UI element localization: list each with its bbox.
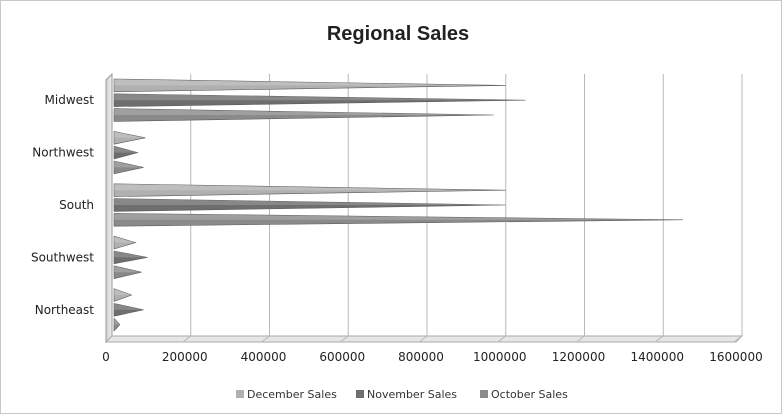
legend-label-october-sales: October Sales [491, 388, 568, 401]
gridline-foot-1000000 [497, 335, 507, 343]
bar-south-october-sales [113, 213, 683, 227]
gridline-foot-600000 [339, 335, 349, 343]
legend-item-december-sales: December Sales [236, 388, 337, 401]
tick-labels: 0 200000 400000 600000 800000 1000000 1200000 1… [102, 350, 763, 364]
category-labels: Midwest Northwest South Southwest Northeast [31, 93, 94, 317]
legend-item-october-sales: October Sales [480, 388, 568, 401]
bar-northwest-november-sales [113, 145, 139, 160]
legend-swatch-december-sales [236, 390, 244, 398]
legend-label-december-sales: December Sales [247, 388, 337, 401]
category-label-south: South [59, 198, 94, 212]
bars [113, 78, 683, 332]
legend-swatch-october-sales [480, 390, 488, 398]
legend-label-november-sales: November Sales [367, 388, 457, 401]
tick-label-1400000: 1400000 [631, 350, 684, 364]
gridline-foot-1400000 [654, 335, 664, 343]
bar-southwest-november-sales [113, 250, 148, 265]
bar-south-december-sales [113, 183, 506, 197]
left-wall [105, 72, 113, 344]
gridline-foot-400000 [261, 335, 270, 343]
bar-southwest-october-sales [113, 265, 142, 279]
bar-northeast-december-sales [113, 288, 133, 302]
legend: December Sales November Sales October Sale… [236, 388, 568, 401]
category-label-northwest: Northwest [32, 146, 94, 160]
bar-northeast-november-sales [113, 303, 144, 317]
bar-midwest-october-sales [113, 108, 494, 122]
floor [104, 335, 744, 343]
gridline-foot-1200000 [576, 335, 585, 343]
bar-northeast-october-sales [113, 317, 121, 332]
bar-south-november-sales [113, 198, 506, 212]
tick-label-600000: 600000 [319, 350, 365, 364]
gridline-foot-1600000 [733, 335, 743, 343]
gridline-foot-800000 [418, 335, 428, 343]
legend-item-november-sales: November Sales [356, 388, 457, 401]
chart-title: Regional Sales [327, 23, 469, 45]
tick-label-1600000: 1600000 [709, 350, 762, 364]
bar-northwest-december-sales [113, 131, 146, 145]
category-label-midwest: Midwest [45, 93, 95, 107]
category-label-southwest: Southwest [31, 250, 94, 264]
bar-southwest-december-sales [113, 235, 137, 250]
tick-label-1000000: 1000000 [473, 350, 526, 364]
tick-label-200000: 200000 [162, 350, 208, 364]
tick-label-400000: 400000 [241, 350, 287, 364]
tick-label-1200000: 1200000 [552, 350, 605, 364]
bar-midwest-november-sales [113, 93, 526, 107]
legend-swatch-november-sales [356, 390, 364, 398]
tick-label-0: 0 [102, 350, 110, 364]
bar-northwest-october-sales [113, 160, 144, 175]
category-label-northeast: Northeast [35, 303, 95, 317]
bar-midwest-december-sales [113, 78, 506, 93]
gridline-foot-200000 [182, 335, 192, 343]
tick-label-800000: 800000 [398, 350, 444, 364]
